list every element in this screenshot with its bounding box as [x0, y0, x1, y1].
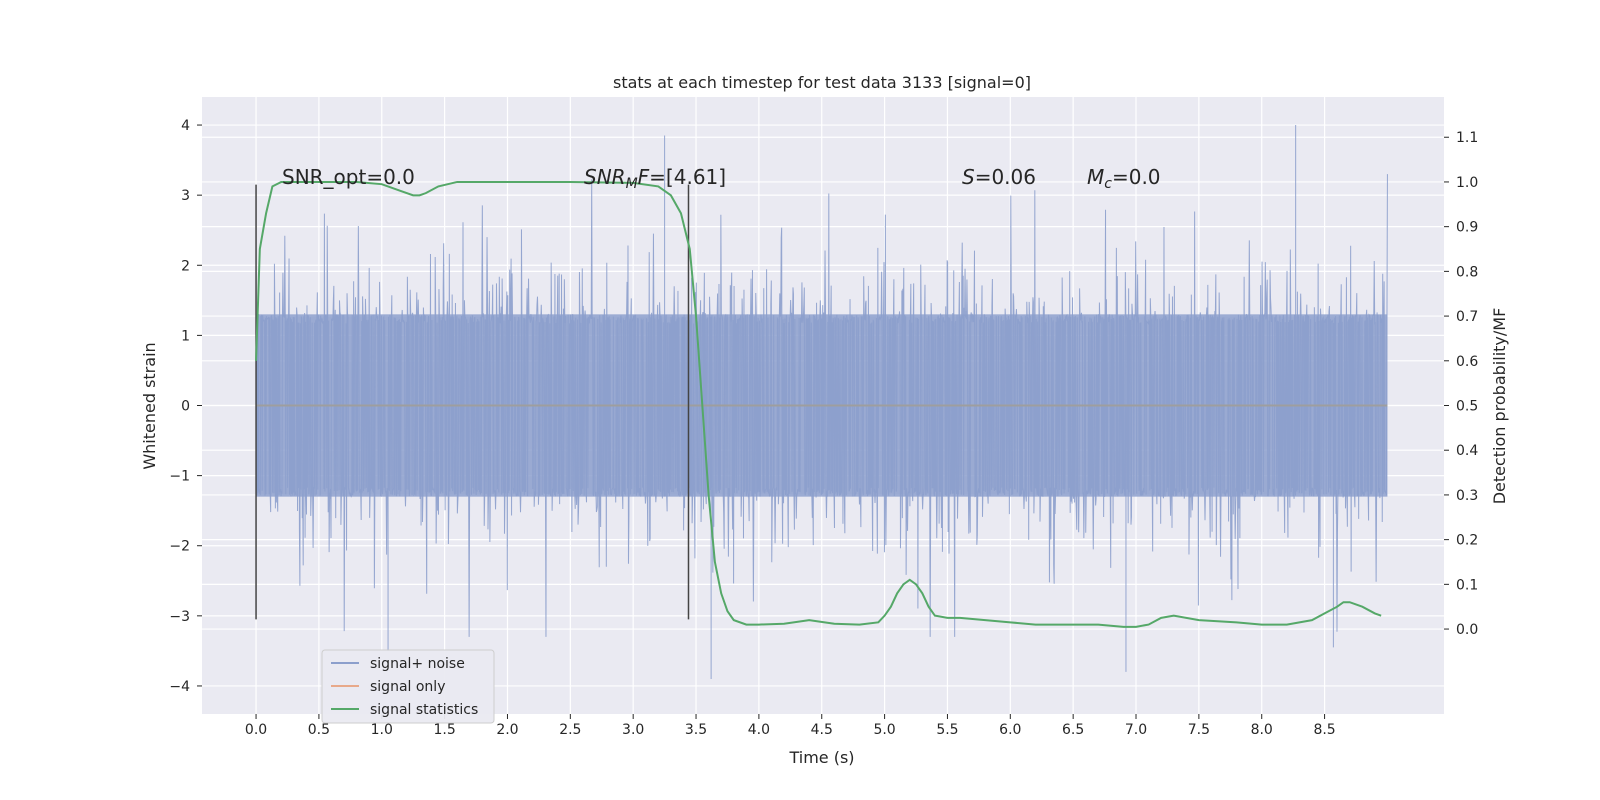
x-tick-label: 3.5 — [685, 722, 707, 738]
x-tick-label: 2.5 — [559, 722, 581, 738]
y2-tick-label: 1.0 — [1456, 175, 1478, 191]
annotation-mc-var: M — [1087, 165, 1104, 189]
legend-box — [321, 649, 495, 724]
y2-axis-ticks: 1.1 1.0 0.9 0.8 0.7 0.6 0.5 0.4 0.3 0.2 0.1 0.0 — [1444, 130, 1478, 638]
x-tick-label: 1.0 — [371, 722, 393, 738]
y-tick-label: −3 — [169, 609, 190, 625]
y-tick-label: −2 — [169, 539, 190, 555]
x-tick-label: 6.5 — [1062, 722, 1084, 738]
signal-noise-line — [255, 125, 1388, 679]
y-tick-label: −1 — [169, 469, 190, 485]
x-axis-ticks: 0.0 0.5 1.0 1.5 2.0 2.5 3.0 3.5 4.0 4.5 5.0 5.5 6.0 6… — [245, 714, 1336, 738]
annotation-mc: Mc=0.0 — [1087, 165, 1161, 192]
signal-statistics-series — [255, 180, 1382, 628]
legend-label-statistics: signal statistics — [370, 702, 478, 718]
y2-tick-label: 0.3 — [1456, 488, 1478, 504]
x-tick-label: 3.0 — [622, 722, 644, 738]
y2-tick-label: 0.4 — [1456, 443, 1478, 459]
x-tick-label: 5.5 — [936, 722, 958, 738]
y-tick-label: 3 — [181, 188, 190, 204]
y-tick-label: −4 — [169, 679, 190, 695]
x-tick-label: 4.5 — [811, 722, 833, 738]
y-tick-label: 1 — [181, 328, 190, 344]
x-tick-label: 0.0 — [245, 722, 267, 738]
y2-tick-label: 0.2 — [1456, 533, 1478, 549]
annotation-s-value: =0.06 — [975, 165, 1036, 189]
y2-tick-label: 0.8 — [1456, 264, 1478, 280]
legend-label-signal: signal only — [370, 679, 445, 695]
y2-axis-label: Detection probability/MF — [1490, 308, 1509, 505]
y2-tick-label: 0.9 — [1456, 220, 1478, 236]
x-tick-label: 0.5 — [308, 722, 330, 738]
x-tick-label: 1.5 — [433, 722, 455, 738]
x-tick-label: 7.5 — [1188, 722, 1210, 738]
annotation-snr-mf-sub: M — [626, 176, 638, 192]
annotation-s: S=0.06 — [962, 165, 1036, 189]
x-tick-label: 7.0 — [1125, 722, 1147, 738]
annotation-s-var: S — [962, 165, 975, 189]
legend-label-noise: signal+ noise — [370, 656, 465, 672]
x-tick-label: 2.0 — [496, 722, 518, 738]
y-tick-label: 2 — [181, 258, 190, 274]
annotation-snr-mf-base: SNR — [584, 165, 626, 189]
chart-title: stats at each timestep for test data 313… — [613, 73, 1031, 92]
signal-statistics-line — [255, 180, 1382, 628]
annotation-snr-opt: SNR_opt=0.0 — [282, 165, 415, 189]
annotation-snr-mf: SNRMF=[4.61] — [584, 165, 726, 192]
y2-tick-label: 1.1 — [1456, 130, 1478, 146]
vertical-markers — [255, 184, 690, 620]
y-axis-label: Whitened strain — [140, 342, 159, 469]
annotation-mc-sub: c — [1104, 176, 1112, 192]
y2-tick-label: 0.6 — [1456, 354, 1478, 370]
x-tick-label: 8.5 — [1313, 722, 1335, 738]
x-tick-label: 6.0 — [999, 722, 1021, 738]
y2-tick-label: 0.0 — [1456, 622, 1478, 638]
annotation-snr-mf-tail: F — [638, 165, 650, 189]
y-axis-ticks: 4 3 2 1 0 −1 −2 −3 −4 — [169, 118, 202, 695]
annotation-snr-mf-value: =[4.61] — [649, 165, 726, 189]
y-tick-label: 4 — [181, 118, 190, 134]
x-tick-label: 8.0 — [1251, 722, 1273, 738]
legend: signal+ noise signal only signal statist… — [321, 649, 495, 724]
x-axis-label: Time (s) — [788, 748, 854, 767]
annotation-mc-value: =0.0 — [1112, 165, 1161, 189]
y2-tick-label: 0.1 — [1456, 577, 1478, 593]
x-tick-label: 4.0 — [748, 722, 770, 738]
x-tick-label: 5.0 — [873, 722, 895, 738]
y2-tick-label: 0.5 — [1456, 399, 1478, 415]
y2-tick-label: 0.7 — [1456, 309, 1478, 325]
y-tick-label: 0 — [181, 399, 190, 415]
